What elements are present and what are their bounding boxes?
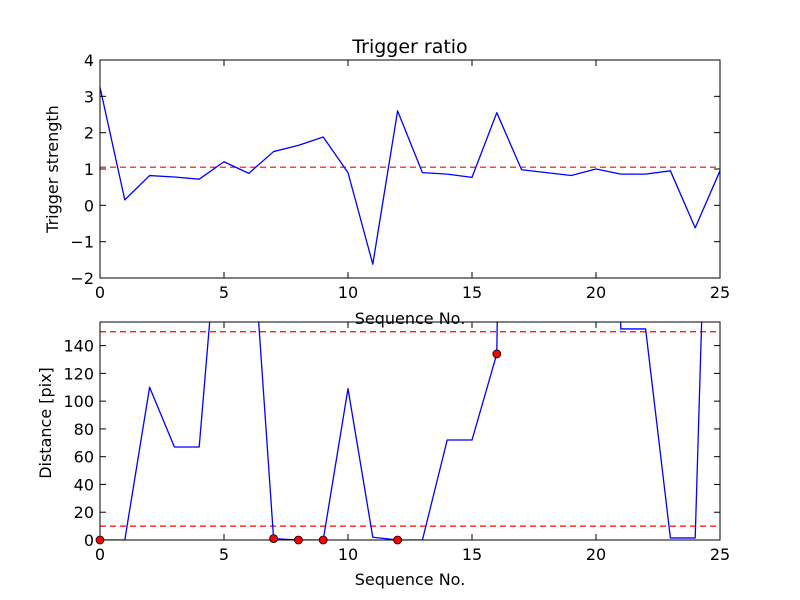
- y-tick-label: 2: [84, 124, 94, 143]
- x-axis-label: Sequence No.: [355, 570, 466, 589]
- x-tick-label: 15: [462, 283, 482, 302]
- x-tick-label: 5: [219, 283, 229, 302]
- y-tick-label: 60: [74, 448, 94, 467]
- x-tick-label: 5: [219, 545, 229, 564]
- y-tick-label: 4: [84, 51, 94, 70]
- y-tick-label: −1: [70, 233, 94, 252]
- tick-marks: 0 5 10 15 20 25 −2 −1 0 1 2 3 4: [70, 51, 730, 302]
- y-tick-label: 40: [74, 475, 94, 494]
- x-axis-label: Sequence No.: [355, 309, 466, 328]
- y-tick-label: 1: [84, 160, 94, 179]
- y-tick-label: 140: [63, 337, 94, 356]
- x-tick-label: 10: [338, 545, 358, 564]
- data-point-marker: [393, 535, 403, 545]
- axes-frame: [99, 321, 721, 541]
- x-tick-label: 10: [338, 283, 358, 302]
- x-tick-label: 20: [586, 545, 606, 564]
- plot-area: [100, 87, 720, 265]
- y-axis-label: Trigger strength: [43, 105, 62, 234]
- distance-chart: 0 5 10 15 20 25 0 20 40 60 80 100 120 140 Sequence No…: [36, 321, 730, 589]
- data-point-marker: [269, 534, 279, 544]
- series-line: [100, 322, 703, 540]
- y-tick-label: 120: [63, 364, 94, 383]
- x-tick-label: 0: [95, 283, 105, 302]
- data-point-marker: [492, 349, 502, 359]
- y-tick-label: 100: [63, 392, 94, 411]
- y-tick-label: 80: [74, 420, 94, 439]
- x-tick-label: 15: [462, 545, 482, 564]
- y-axis-label: Distance [pix]: [36, 367, 55, 479]
- y-tick-label: 0: [84, 531, 94, 550]
- y-tick-label: 0: [84, 196, 94, 215]
- x-tick-label: 0: [95, 545, 105, 564]
- y-tick-label: 3: [84, 87, 94, 106]
- y-tick-label: 20: [74, 503, 94, 522]
- marker-layer: [95, 349, 502, 545]
- trigger-ratio-chart: Trigger ratio 0 5 10 15 20 25 −2 −1 0 1 2 3 4 Sequen…: [43, 36, 730, 328]
- x-tick-label: 25: [710, 545, 730, 564]
- tick-marks: 0 5 10 15 20 25 0 20 40 60 80 100 120 140: [63, 322, 730, 564]
- x-tick-label: 20: [586, 283, 606, 302]
- series-line: [100, 87, 720, 265]
- chart-title: Trigger ratio: [351, 36, 467, 58]
- plot-area: [100, 322, 720, 540]
- data-point-marker: [318, 535, 328, 545]
- x-tick-label: 25: [710, 283, 730, 302]
- data-point-marker: [95, 535, 105, 545]
- data-point-marker: [293, 535, 303, 545]
- y-tick-label: −2: [70, 269, 94, 288]
